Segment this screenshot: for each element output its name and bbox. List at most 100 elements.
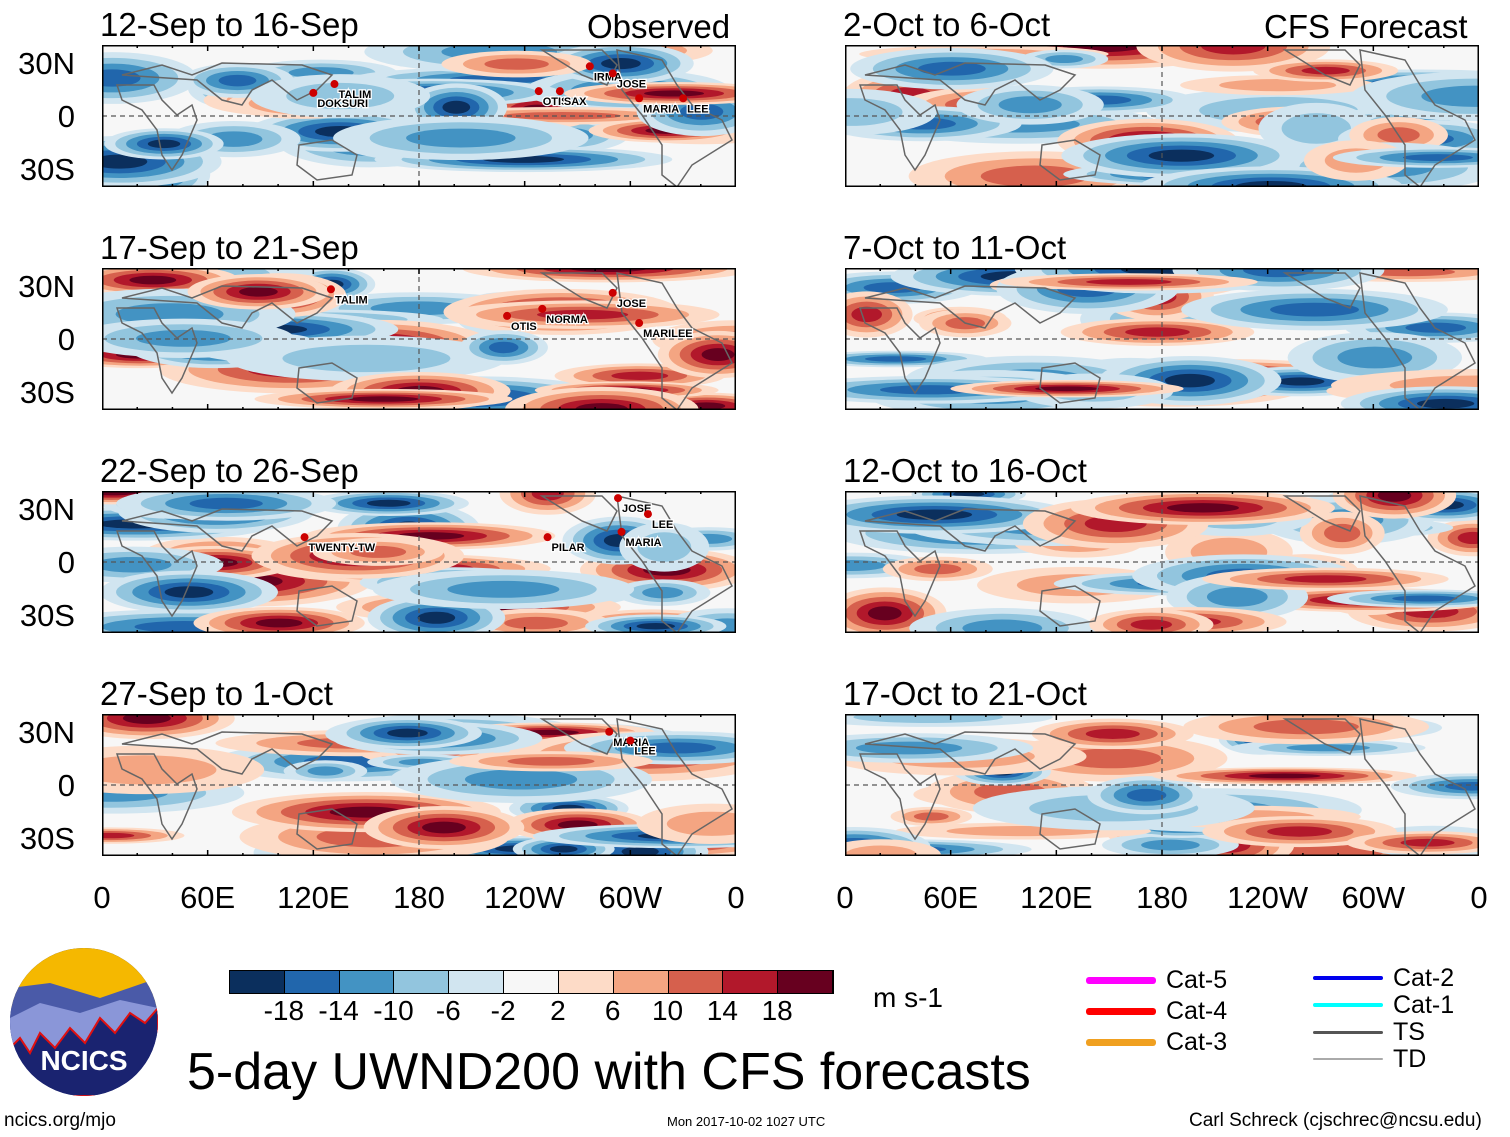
colorbar-swatch <box>449 971 505 993</box>
wind-anomaly-contour <box>855 741 963 755</box>
lat-tick-label: 0 <box>57 768 75 803</box>
coastline <box>296 362 358 404</box>
wind-anomaly-contour <box>867 606 902 621</box>
wind-anomaly-contour <box>1361 268 1456 277</box>
wind-anomaly-contour <box>102 154 148 169</box>
panel-title: 12-Oct to 16-Oct <box>843 452 1087 489</box>
wind-anomaly-contour <box>845 845 917 856</box>
colorbar-tick-label: 2 <box>550 995 566 1026</box>
wind-anomaly-contour <box>1148 149 1215 162</box>
storm-symbol <box>617 527 626 536</box>
legend-line-ts <box>1313 1030 1383 1034</box>
wind-anomaly-contour <box>406 128 516 148</box>
lon-tick-label: 0 <box>1470 880 1488 915</box>
wind-anomaly-contour <box>1270 302 1359 317</box>
lat-tick-label: 30S <box>19 375 75 410</box>
footer-url[interactable]: ncics.org/mjo <box>4 1110 116 1131</box>
wind-anomaly-contour <box>639 742 716 754</box>
storm-symbol <box>534 87 543 96</box>
wind-anomaly-contour <box>447 580 560 598</box>
units-label: m s-1 <box>873 982 943 1013</box>
colorbar-tick-label: -10 <box>373 995 414 1026</box>
storm-label: MARIA <box>626 537 662 549</box>
wind-anomaly-contour <box>255 618 303 628</box>
storm-symbol <box>679 94 688 103</box>
coastline <box>1359 272 1476 410</box>
lon-tick-label: 120W <box>1227 880 1309 915</box>
storm-symbol <box>309 88 318 97</box>
lat-tick-label: 0 <box>57 99 75 134</box>
colorbar-tick-label: 10 <box>651 995 684 1026</box>
storm-symbol <box>330 80 339 89</box>
coastline <box>864 285 1077 329</box>
lon-tick-label: 60W <box>1341 880 1406 915</box>
panel-title: 22-Sep to 26-Sep <box>100 452 359 489</box>
wind-anomaly-contour <box>387 728 428 738</box>
map-panel <box>845 714 1479 856</box>
wind-anomaly-contour <box>1267 826 1332 837</box>
coastline <box>115 753 198 841</box>
wind-anomaly-contour <box>164 586 214 598</box>
wind-anomaly-contour <box>282 344 451 373</box>
colorbar-tick-label: 18 <box>761 995 793 1026</box>
storm-label: LEE <box>634 746 655 758</box>
wind-anomaly-contour <box>1286 744 1370 752</box>
coastline <box>858 84 941 172</box>
coastline <box>115 530 198 618</box>
storm-symbol <box>326 285 335 294</box>
legend-label: Cat-4 <box>1166 997 1228 1025</box>
storm-symbol <box>614 494 623 503</box>
panel-title: 2-Oct to 6-Oct <box>843 6 1051 43</box>
wind-anomaly-contour <box>1337 346 1413 369</box>
storm-symbol <box>626 736 635 745</box>
lat-tick-label: 30S <box>19 598 75 633</box>
coastline <box>539 718 618 755</box>
coastline <box>121 508 334 552</box>
coastline <box>616 718 733 856</box>
header-forecast: CFS Forecast <box>1264 8 1468 45</box>
coastline <box>115 84 198 172</box>
storm-label: JOSE <box>617 78 646 90</box>
wind-anomaly-contour <box>1130 619 1173 630</box>
lat-tick-label: 30N <box>18 715 75 750</box>
storm-label: SAX <box>564 96 587 108</box>
colorbar-tick-label: -2 <box>490 995 516 1026</box>
storm-label: LEE <box>652 519 673 531</box>
coastline <box>616 495 733 633</box>
coastline <box>1282 718 1361 755</box>
wind-anomaly-contour <box>1284 575 1367 583</box>
coastline <box>539 495 618 532</box>
colorbar-swatch <box>778 971 833 993</box>
storm-label: OTIS <box>511 321 537 333</box>
wind-anomaly-contour <box>962 619 1043 633</box>
legend-line-cat-3 <box>1086 1038 1156 1046</box>
wind-anomaly-contour <box>366 499 411 507</box>
lat-tick-label: 30N <box>18 269 75 304</box>
wind-anomaly-contour <box>549 845 578 853</box>
coastline <box>1359 718 1476 856</box>
colorbar-swatch <box>723 971 779 993</box>
storm-symbol <box>635 94 644 103</box>
wind-anomaly-contour <box>1141 839 1200 851</box>
storm-label: PILAR <box>552 542 585 554</box>
colorbar-tick-label: -6 <box>435 995 461 1026</box>
wind-anomaly-contour <box>1402 154 1473 161</box>
wind-anomaly-contour <box>845 559 886 571</box>
wind-anomaly-contour <box>953 491 985 498</box>
storm-symbol <box>643 510 652 519</box>
chart-title: 5-day UWND200 with CFS forecasts <box>187 1043 1031 1101</box>
coastline <box>296 139 358 181</box>
header-observed: Observed <box>587 8 731 45</box>
wind-anomaly-contour <box>102 832 135 839</box>
lon-tick-label: 120E <box>277 880 350 915</box>
wind-anomaly-contour <box>1201 45 1266 55</box>
wind-anomaly-contour <box>102 69 141 87</box>
legend-label: Cat-1 <box>1393 991 1455 1019</box>
wind-anomaly-contour <box>1400 838 1455 847</box>
coastline <box>121 731 334 775</box>
storm-symbol <box>503 311 512 320</box>
panel-title: 7-Oct to 11-Oct <box>843 229 1067 266</box>
panel-title: 17-Oct to 21-Oct <box>843 675 1087 712</box>
wind-anomaly-contour <box>980 165 1089 187</box>
storm-symbol <box>300 533 309 542</box>
